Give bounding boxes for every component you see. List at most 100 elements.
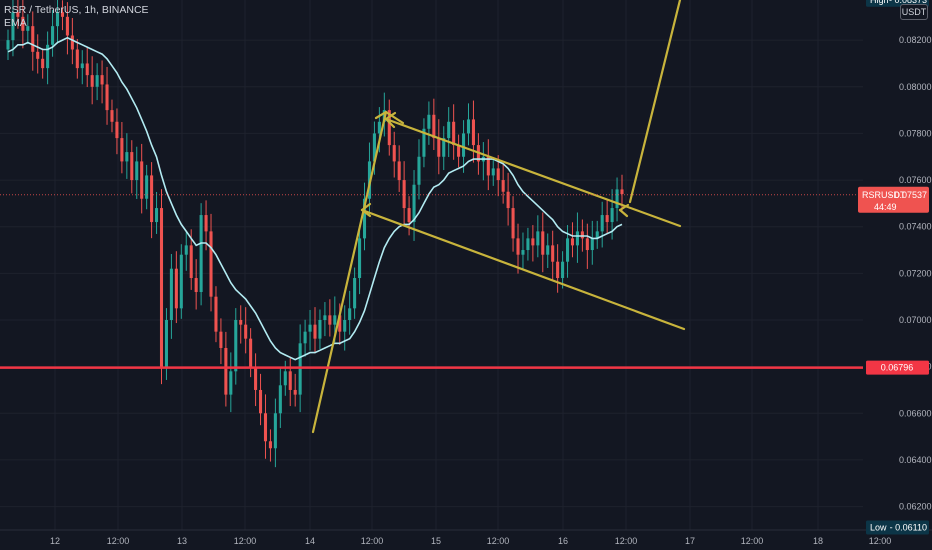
candle-body: [273, 413, 277, 449]
time-tick-label: 12:00: [107, 536, 130, 546]
candle-body: [159, 208, 164, 367]
price-axis-panel[interactable]: [863, 0, 932, 530]
candle-body: [442, 138, 446, 157]
candle-body: [16, 12, 20, 17]
candle-body: [254, 366, 258, 390]
candle-body: [194, 278, 198, 293]
candle-body: [362, 198, 367, 239]
candle-body: [536, 231, 540, 246]
price-tick-label: 0.08000: [899, 82, 932, 92]
candle-body: [293, 389, 297, 395]
candle-body: [491, 168, 495, 176]
candle-body: [402, 180, 406, 209]
candle-body: [437, 138, 441, 157]
time-tick-label: 12:00: [869, 536, 892, 546]
candle-body: [100, 75, 104, 85]
candle-body: [65, 16, 69, 36]
candle-body: [120, 138, 124, 162]
candle-body: [244, 324, 248, 339]
time-tick-label: 12: [50, 536, 60, 546]
candle-body: [595, 231, 599, 239]
low-price-tag-box: [866, 520, 929, 535]
candle-body: [343, 320, 347, 332]
candle-body: [610, 208, 614, 223]
trend-drawings[interactable]: [311, 0, 686, 434]
candle-body: [105, 84, 109, 111]
candle-body: [333, 315, 337, 325]
candle-body: [511, 208, 515, 239]
candle-body: [41, 58, 45, 69]
support-price-tag: 0.06796: [866, 360, 929, 375]
time-tick-label: 12:00: [234, 536, 257, 546]
candle-body: [590, 238, 594, 251]
candle-body: [164, 320, 168, 367]
candle-body: [115, 121, 119, 139]
candle-body: [353, 278, 357, 309]
candle-body: [323, 315, 327, 320]
price-tick-label: 0.06200: [899, 502, 932, 512]
arrow-head-segment: [384, 117, 396, 129]
price-tick-label: 0.07400: [899, 222, 932, 232]
arrow-head-segment: [360, 202, 372, 212]
candle-body: [432, 114, 436, 139]
candle-body: [556, 261, 560, 279]
candle-body: [546, 245, 550, 255]
low-price-tag-value: - 0.06110: [890, 523, 927, 533]
candle-body: [135, 161, 139, 181]
candle-body: [407, 208, 411, 223]
candle-body: [338, 315, 342, 332]
current-price-tag: RSRUSDT- 0.07537 44:49: [858, 186, 929, 213]
candle-body: [452, 121, 456, 146]
time-tick-label: 13: [177, 536, 187, 546]
candle-body: [303, 331, 307, 344]
flagpole-line: [311, 110, 388, 434]
candle-body: [209, 231, 213, 297]
arrow-head-segment: [360, 208, 372, 218]
candle-body: [214, 296, 218, 332]
time-axis[interactable]: 12 12:00 13 12:00 14 12:00 15 12:00 16 12:00 17 12:…: [50, 536, 891, 546]
candle-body: [268, 441, 272, 449]
candle-body: [541, 231, 545, 255]
candle-body: [308, 324, 312, 332]
candle-body: [392, 145, 396, 162]
time-tick-label: 12:00: [487, 536, 510, 546]
channel-lower-line: [360, 208, 686, 331]
price-tick-label: 0.06600: [899, 408, 932, 418]
time-axis-panel[interactable]: [0, 530, 932, 550]
channel-upper-line: [384, 117, 682, 228]
candle-body: [26, 26, 30, 31]
indicator-label[interactable]: EMA: [4, 17, 27, 29]
candle-body: [496, 168, 500, 181]
time-tick-label: 17: [685, 536, 695, 546]
arrow-head-segment: [374, 110, 388, 120]
high-price-tag-value: - 0.08373: [889, 0, 927, 5]
candle-body: [140, 161, 144, 199]
candle-body: [615, 189, 619, 209]
time-tick-label: 18: [813, 536, 823, 546]
candle-body: [466, 119, 471, 134]
candle-body: [125, 152, 129, 162]
candle-body: [80, 63, 84, 69]
candle-body: [36, 51, 40, 59]
time-tick-label: 16: [558, 536, 568, 546]
candle-body: [457, 145, 461, 157]
current-price-tag-symbol: RSRUSDT: [862, 190, 906, 200]
candle-body: [51, 26, 55, 45]
candle-body: [561, 261, 565, 279]
currency-selector[interactable]: USDT: [900, 4, 928, 20]
candle-body: [600, 215, 604, 232]
candle-body: [184, 245, 188, 255]
candle-body: [258, 389, 263, 414]
candle-body: [358, 238, 362, 279]
candle-body: [234, 320, 238, 372]
current-price-tag-value: - 0.07537: [889, 190, 927, 200]
candle-body: [348, 308, 352, 320]
symbol-title[interactable]: RSR / TetherUS, 1h, BINANCE: [4, 4, 149, 16]
candle-body: [11, 12, 15, 41]
candle-body: [318, 320, 322, 339]
time-tick-label: 12:00: [615, 536, 638, 546]
candle-body: [422, 128, 426, 157]
candle-body: [328, 315, 332, 325]
candle-body: [298, 343, 302, 395]
